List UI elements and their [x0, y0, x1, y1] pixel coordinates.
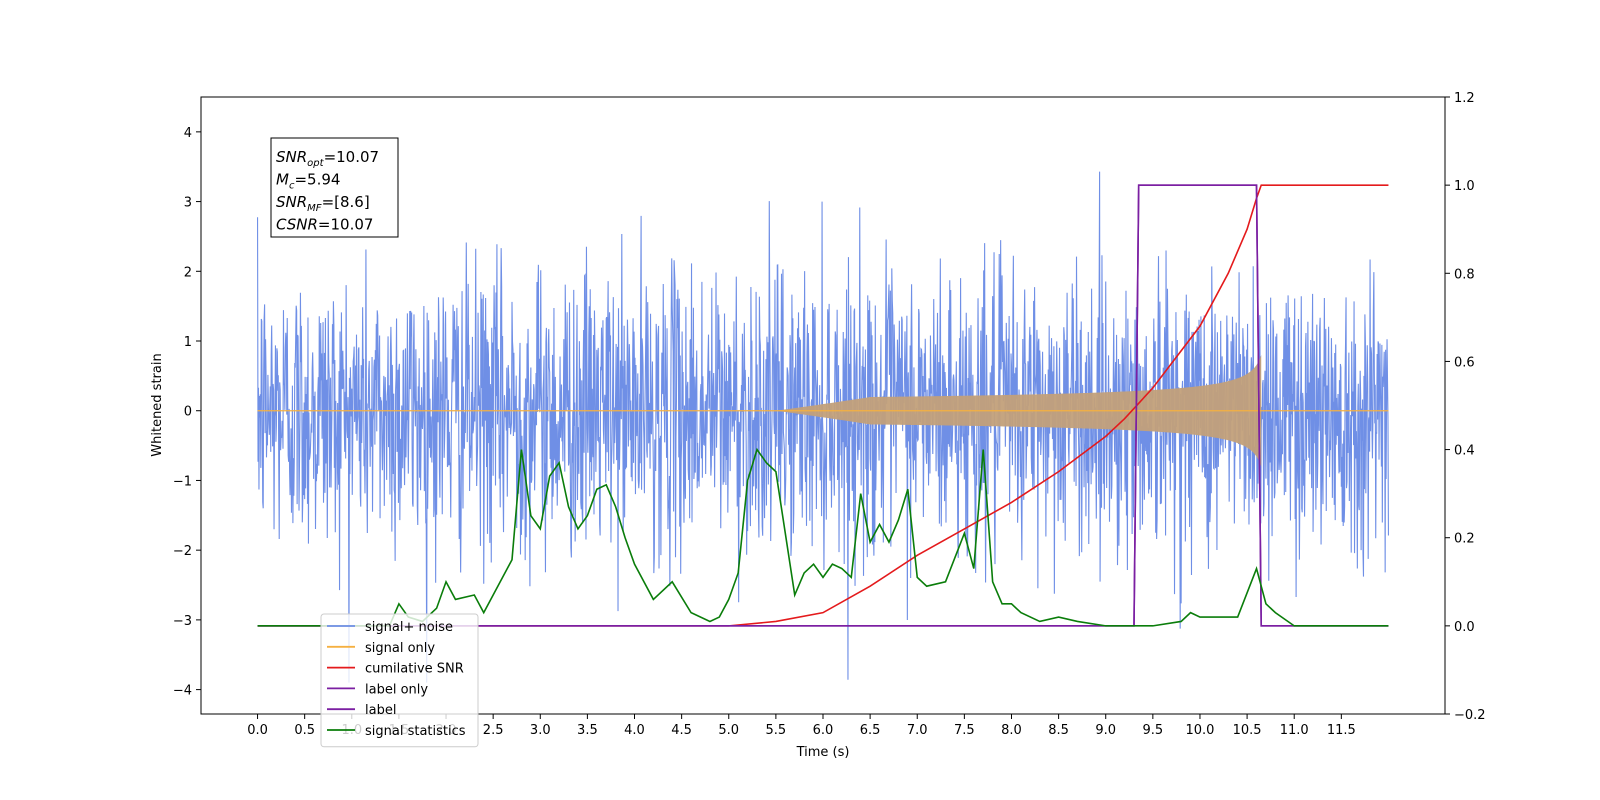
legend-label: signal only	[365, 641, 435, 656]
legend-frame	[320, 613, 479, 748]
x-tick-label: 6.0	[813, 723, 834, 738]
x-tick-label: 2.5	[483, 723, 504, 738]
x-tick-label: 10.5	[1233, 723, 1262, 738]
y2-tick-label: −0.2	[1454, 708, 1486, 723]
x-tick-label: 8.0	[1001, 723, 1022, 738]
x-tick-label: 0.0	[247, 723, 268, 738]
annotation-subscript: MF	[307, 203, 322, 214]
series-signal-statistics	[257, 447, 1389, 627]
y-tick-label: 0	[184, 405, 192, 420]
x-tick-label: 11.5	[1327, 723, 1356, 738]
y-tick-label: −2	[173, 544, 192, 559]
y-tick-label: 2	[184, 265, 192, 280]
legend-label: cumilative SNR	[365, 662, 464, 677]
annotation-subscript: opt	[307, 158, 324, 169]
x-tick-label: 5.0	[718, 723, 739, 738]
y-tick-label: −4	[173, 684, 192, 699]
annotation-symbol: CSNR	[276, 216, 318, 234]
series-cumilative-snr	[257, 184, 1389, 627]
y2-tick-label: 1.0	[1454, 179, 1475, 194]
x-tick-label: 9.5	[1143, 723, 1164, 738]
x-axis-label: Time (s)	[796, 745, 850, 760]
annotation-line: SNRopt=10.07	[276, 148, 379, 169]
y2-tick-label: 0.6	[1454, 355, 1475, 370]
y2-tick-label: 0.8	[1454, 267, 1475, 282]
x-tick-label: 3.0	[530, 723, 551, 738]
y-axis-left: 4 3 2 1 0 −1 −2 −3 −4	[173, 126, 201, 699]
legend-label: label only	[365, 682, 428, 697]
y-tick-label: 1	[184, 335, 192, 350]
x-tick-label: 6.5	[860, 723, 881, 738]
x-tick-label: 8.5	[1048, 723, 1069, 738]
annotation-line: SNRMF=[8.6]	[276, 193, 370, 214]
x-tick-label: 7.0	[907, 723, 928, 738]
x-tick-label: 11.0	[1280, 723, 1309, 738]
annotation-frame	[270, 137, 399, 238]
plot-area	[257, 171, 1389, 683]
series-label	[257, 184, 1389, 627]
x-tick-label: 10.0	[1185, 723, 1214, 738]
annotation-value: =10.07	[324, 148, 380, 166]
x-tick-label: 3.5	[577, 723, 598, 738]
y2-tick-label: 0.4	[1454, 444, 1475, 459]
annotation-value: =[8.6]	[322, 193, 370, 211]
annotation-symbol: SNR	[276, 148, 307, 166]
annotation-line: Mc=5.94	[276, 171, 340, 192]
y-tick-label: 3	[184, 196, 192, 211]
annotation-line: CSNR=10.07	[276, 216, 373, 234]
x-tick-label: 5.5	[766, 723, 787, 738]
y-axis-label: Whitened strain	[150, 353, 165, 456]
y2-tick-label: 1.2	[1454, 91, 1475, 106]
y-axis-right: 1.2 1.0 0.8 0.6 0.4 0.2 0.0 −0.2	[1445, 91, 1486, 723]
x-tick-label: 4.0	[624, 723, 645, 738]
annotation-symbol: SNR	[276, 193, 307, 211]
annotation-value: =5.94	[294, 171, 340, 189]
x-tick-label: 7.5	[954, 723, 975, 738]
y-tick-label: −1	[173, 474, 192, 489]
annotation-symbol: M	[276, 171, 289, 189]
legend: signal+ noise signal only cumilative SNR la…	[320, 613, 479, 748]
annotation-subscript: c	[289, 181, 295, 192]
x-tick-label: 0.5	[294, 723, 315, 738]
series-signal-noise	[257, 171, 1389, 683]
x-tick-label: 4.5	[671, 723, 692, 738]
legend-label: signal statistics	[365, 724, 466, 739]
y2-tick-label: 0.2	[1454, 532, 1475, 547]
y-tick-label: 4	[184, 126, 192, 141]
legend-label: signal+ noise	[365, 620, 453, 635]
annotation-value: =10.07	[318, 216, 374, 234]
legend-label: label	[365, 703, 396, 718]
x-tick-label: 9.0	[1095, 723, 1116, 738]
y-tick-label: −3	[173, 614, 192, 629]
y2-tick-label: 0.0	[1454, 620, 1475, 635]
